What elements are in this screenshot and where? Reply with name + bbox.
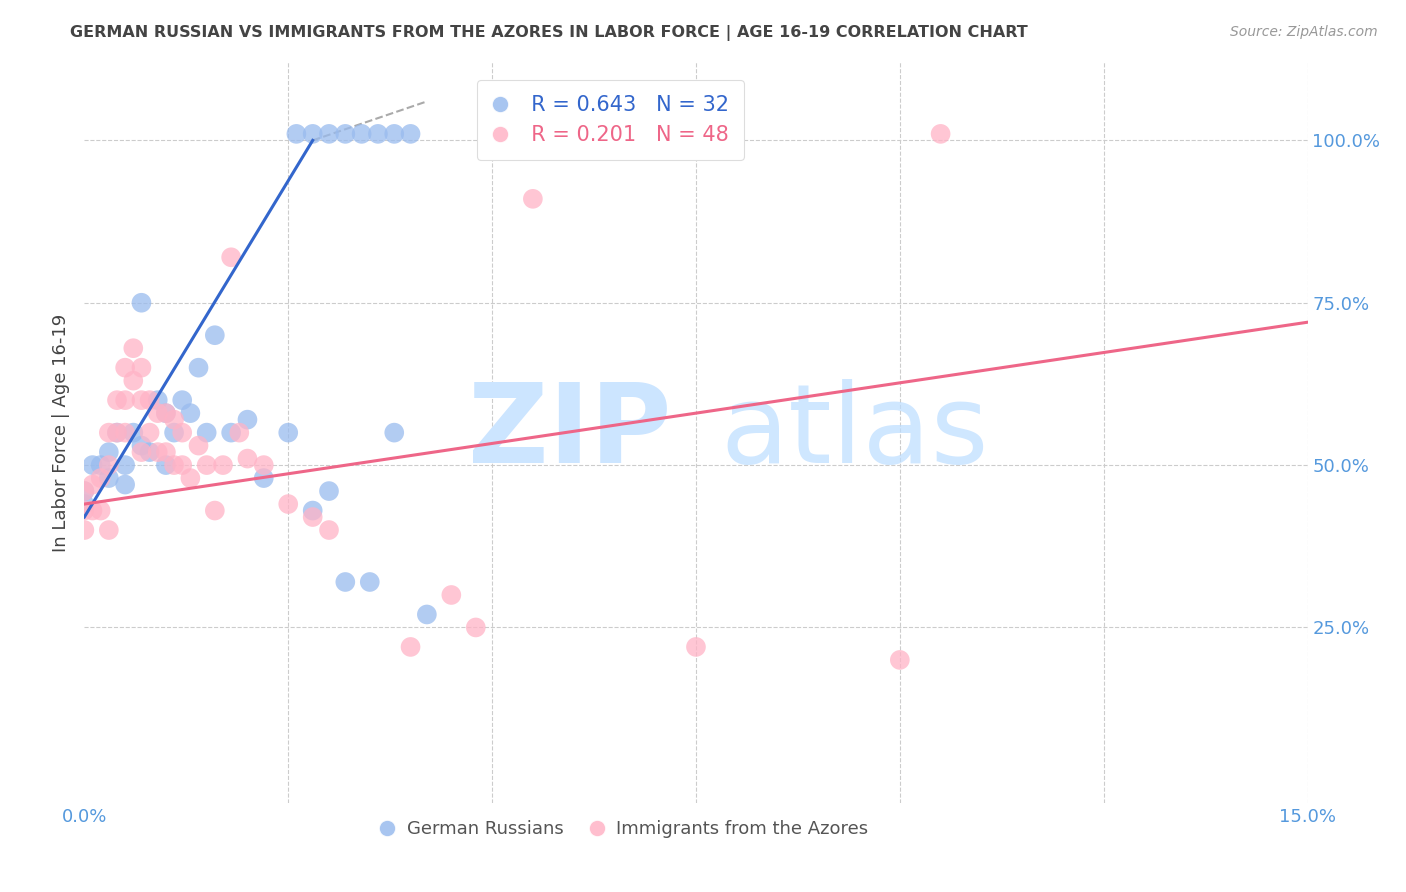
Point <box>97 458 120 472</box>
Point <box>155 406 177 420</box>
Point <box>155 445 177 459</box>
Point <box>97 445 120 459</box>
Text: Source: ZipAtlas.com: Source: ZipAtlas.com <box>1230 25 1378 39</box>
Point <box>179 406 201 420</box>
Legend: German Russians, Immigrants from the Azores: German Russians, Immigrants from the Azo… <box>370 814 876 846</box>
Point <box>195 425 218 440</box>
Point <box>204 328 226 343</box>
Point <box>131 295 153 310</box>
Point <box>416 607 439 622</box>
Point <box>73 484 96 499</box>
Point <box>399 127 422 141</box>
Point <box>146 406 169 420</box>
Point <box>172 393 194 408</box>
Point <box>131 360 153 375</box>
Point <box>318 523 340 537</box>
Point <box>114 458 136 472</box>
Point <box>399 640 422 654</box>
Point <box>318 484 340 499</box>
Point <box>138 425 160 440</box>
Point <box>163 412 186 426</box>
Text: ZIP: ZIP <box>468 379 672 486</box>
Point <box>440 588 463 602</box>
Point <box>73 497 96 511</box>
Point <box>172 425 194 440</box>
Point <box>73 503 96 517</box>
Point <box>90 471 112 485</box>
Point <box>114 393 136 408</box>
Point <box>219 425 242 440</box>
Point <box>163 425 186 440</box>
Point <box>131 445 153 459</box>
Point <box>97 425 120 440</box>
Point <box>172 458 194 472</box>
Point <box>335 574 357 589</box>
Point <box>335 127 357 141</box>
Text: atlas: atlas <box>720 379 988 486</box>
Point <box>253 458 276 472</box>
Point <box>122 341 145 355</box>
Point <box>236 412 259 426</box>
Point <box>929 127 952 141</box>
Point <box>204 503 226 517</box>
Point <box>73 523 96 537</box>
Point <box>285 127 308 141</box>
Y-axis label: In Labor Force | Age 16-19: In Labor Force | Age 16-19 <box>52 313 70 552</box>
Point <box>114 477 136 491</box>
Point <box>350 127 373 141</box>
Point <box>522 192 544 206</box>
Point <box>301 503 323 517</box>
Point <box>219 250 242 264</box>
Point <box>131 393 153 408</box>
Point <box>359 574 381 589</box>
Point <box>253 471 276 485</box>
Point <box>138 393 160 408</box>
Point <box>187 439 209 453</box>
Point <box>685 640 707 654</box>
Point <box>82 458 104 472</box>
Point <box>301 127 323 141</box>
Point <box>97 471 120 485</box>
Point <box>212 458 235 472</box>
Point <box>90 503 112 517</box>
Point <box>131 439 153 453</box>
Point <box>105 425 128 440</box>
Point <box>277 425 299 440</box>
Point <box>464 620 486 634</box>
Point <box>367 127 389 141</box>
Point <box>179 471 201 485</box>
Point <box>236 451 259 466</box>
Text: GERMAN RUSSIAN VS IMMIGRANTS FROM THE AZORES IN LABOR FORCE | AGE 16-19 CORRELAT: GERMAN RUSSIAN VS IMMIGRANTS FROM THE AZ… <box>70 25 1028 41</box>
Point <box>97 523 120 537</box>
Point <box>155 406 177 420</box>
Point <box>228 425 250 440</box>
Point <box>195 458 218 472</box>
Point <box>382 127 405 141</box>
Point <box>187 360 209 375</box>
Point <box>122 374 145 388</box>
Point <box>82 477 104 491</box>
Point <box>318 127 340 141</box>
Point <box>277 497 299 511</box>
Point <box>73 484 96 499</box>
Point <box>105 393 128 408</box>
Point <box>138 445 160 459</box>
Point <box>155 458 177 472</box>
Point <box>146 393 169 408</box>
Point <box>82 503 104 517</box>
Point <box>889 653 911 667</box>
Point <box>114 360 136 375</box>
Point <box>301 510 323 524</box>
Point <box>146 445 169 459</box>
Point <box>90 458 112 472</box>
Point <box>114 425 136 440</box>
Point <box>382 425 405 440</box>
Point <box>163 458 186 472</box>
Point <box>122 425 145 440</box>
Point <box>105 425 128 440</box>
